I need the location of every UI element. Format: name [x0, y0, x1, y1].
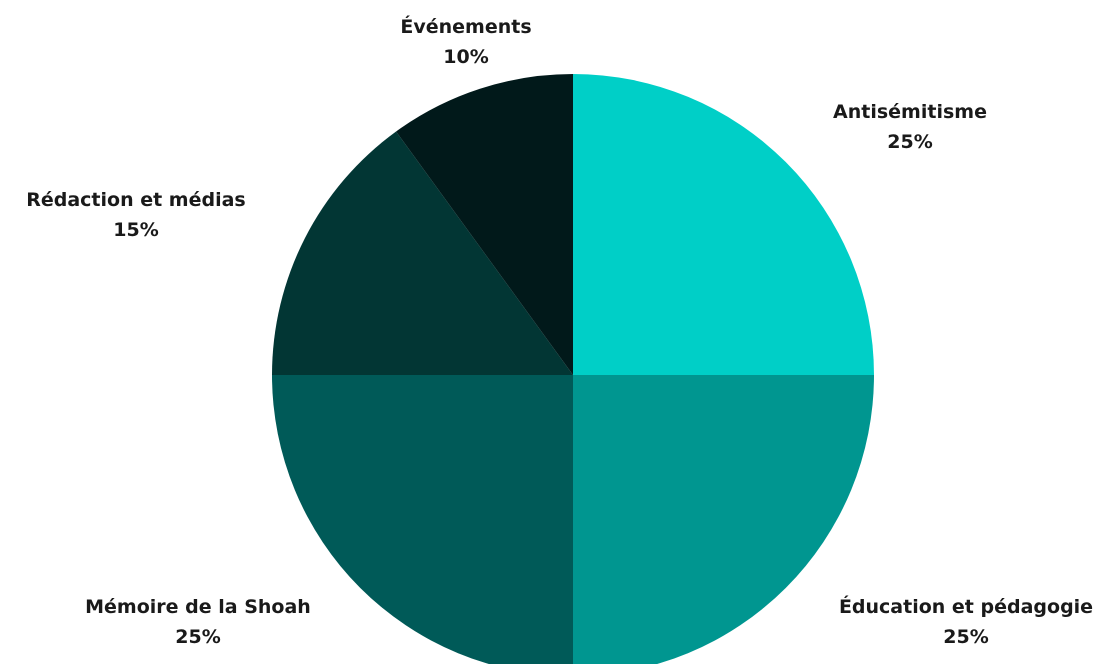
pie-slice-antisemitisme — [573, 74, 874, 375]
pie-slices — [272, 74, 874, 664]
slice-label-education-et-pedagogie: Éducation et pédagogie — [839, 595, 1093, 618]
slice-label-memoire-de-la-shoah: Mémoire de la Shoah — [85, 596, 311, 618]
slice-label-redaction-et-medias: Rédaction et médias — [26, 189, 246, 211]
pie-slice-evenements — [396, 74, 573, 375]
pie-slice-redaction-et-medias — [272, 131, 573, 375]
slice-value-antisemitisme: 25% — [887, 131, 932, 153]
pie-labels: Antisémitisme 25% Éducation et pédagogie 25… — [26, 15, 1093, 648]
slice-label-evenements: Événements — [400, 15, 531, 38]
slice-value-education-et-pedagogie: 25% — [943, 626, 988, 648]
slice-value-evenements: 10% — [443, 46, 488, 68]
pie-slice-memoire-de-la-shoah — [272, 375, 573, 664]
pie-slice-education-et-pedagogie — [573, 375, 874, 664]
slice-value-redaction-et-medias: 15% — [113, 219, 158, 241]
slice-label-antisemitisme: Antisémitisme — [833, 101, 987, 123]
slice-value-memoire-de-la-shoah: 25% — [175, 626, 220, 648]
